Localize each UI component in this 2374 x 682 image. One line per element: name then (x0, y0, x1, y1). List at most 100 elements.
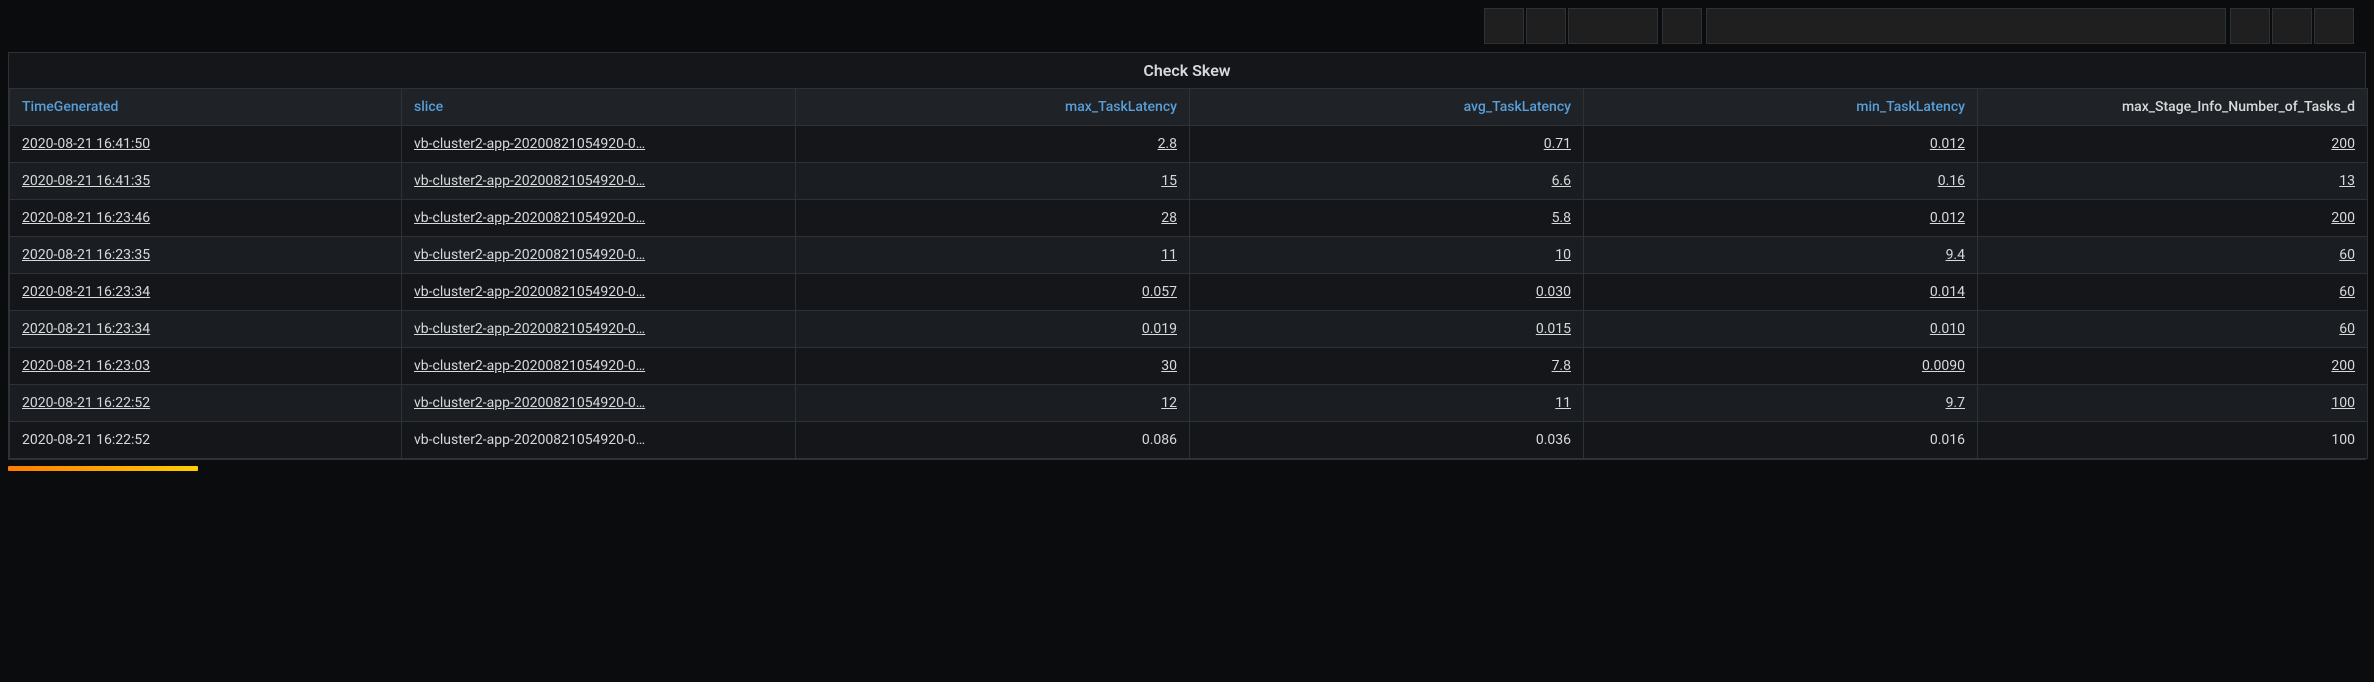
cell-value[interactable]: 2020-08-21 16:23:34 (22, 284, 150, 300)
cell-value[interactable]: 15 (1161, 173, 1177, 189)
cell-max_Stage_Info_Number_of_Tasks_d[interactable]: 200 (1978, 126, 2368, 163)
cell-max_Stage_Info_Number_of_Tasks_d[interactable]: 200 (1978, 200, 2368, 237)
cell-max_Stage_Info_Number_of_Tasks_d[interactable]: 200 (1978, 348, 2368, 385)
cell-value[interactable]: 60 (2339, 247, 2355, 263)
cell-slice[interactable]: vb-cluster2-app-20200821054920-0… (402, 311, 796, 348)
cell-value[interactable]: 200 (2331, 136, 2355, 152)
cell-value[interactable]: 0.057 (1142, 284, 1177, 300)
cell-avg_TaskLatency[interactable]: 11 (1190, 385, 1584, 422)
toolbar-button-refresh-dropdown[interactable] (2314, 8, 2354, 44)
col-header-min-tasklatency[interactable]: min_TaskLatency (1584, 89, 1978, 126)
cell-value[interactable]: 0.019 (1142, 321, 1177, 337)
cell-avg_TaskLatency[interactable]: 0.015 (1190, 311, 1584, 348)
cell-value[interactable]: 11 (1161, 247, 1177, 263)
cell-value[interactable]: vb-cluster2-app-20200821054920-0… (414, 136, 645, 152)
cell-slice[interactable]: vb-cluster2-app-20200821054920-0… (402, 385, 796, 422)
cell-value[interactable]: 60 (2339, 284, 2355, 300)
cell-max_Stage_Info_Number_of_Tasks_d[interactable]: 60 (1978, 237, 2368, 274)
cell-value[interactable]: 7.8 (1552, 358, 1571, 374)
cell-value[interactable]: 2020-08-21 16:22:52 (22, 395, 150, 411)
cell-value[interactable]: 6.6 (1552, 173, 1571, 189)
cell-value[interactable]: 2.8 (1158, 136, 1177, 152)
cell-value[interactable]: 0.030 (1536, 284, 1571, 300)
cell-slice[interactable]: vb-cluster2-app-20200821054920-0… (402, 348, 796, 385)
toolbar-button-3[interactable] (1568, 8, 1658, 44)
cell-value[interactable]: 5.8 (1552, 210, 1571, 226)
cell-value[interactable]: 10 (1555, 247, 1571, 263)
toolbar-button-1[interactable] (1484, 8, 1524, 44)
cell-TimeGenerated[interactable]: 2020-08-21 16:23:35 (10, 237, 402, 274)
cell-avg_TaskLatency[interactable]: 0.030 (1190, 274, 1584, 311)
cell-value[interactable]: vb-cluster2-app-20200821054920-0… (414, 321, 645, 337)
cell-avg_TaskLatency[interactable]: 6.6 (1190, 163, 1584, 200)
cell-value[interactable]: 200 (2331, 358, 2355, 374)
cell-slice[interactable]: vb-cluster2-app-20200821054920-0… (402, 200, 796, 237)
cell-value[interactable]: 0.014 (1930, 284, 1965, 300)
cell-TimeGenerated[interactable]: 2020-08-21 16:41:35 (10, 163, 402, 200)
cell-avg_TaskLatency[interactable]: 0.71 (1190, 126, 1584, 163)
cell-max_TaskLatency[interactable]: 11 (796, 237, 1190, 274)
cell-value[interactable]: 2020-08-21 16:23:35 (22, 247, 150, 263)
cell-value[interactable]: 2020-08-21 16:41:50 (22, 136, 150, 152)
cell-value[interactable]: 12 (1161, 395, 1177, 411)
cell-slice[interactable]: vb-cluster2-app-20200821054920-0… (402, 237, 796, 274)
cell-min_TaskLatency[interactable]: 9.4 (1584, 237, 1978, 274)
cell-max_TaskLatency[interactable]: 28 (796, 200, 1190, 237)
toolbar-button-zoom-out[interactable] (2230, 8, 2270, 44)
cell-max_Stage_Info_Number_of_Tasks_d[interactable]: 60 (1978, 274, 2368, 311)
cell-max_TaskLatency[interactable]: 0.019 (796, 311, 1190, 348)
cell-min_TaskLatency[interactable]: 0.0090 (1584, 348, 1978, 385)
cell-TimeGenerated[interactable]: 2020-08-21 16:23:34 (10, 311, 402, 348)
cell-value[interactable]: 11 (1555, 395, 1571, 411)
cell-value[interactable]: 100 (2331, 395, 2355, 411)
cell-value[interactable]: vb-cluster2-app-20200821054920-0… (414, 247, 645, 263)
cell-value[interactable]: 0.012 (1930, 136, 1965, 152)
col-header-max-tasklatency[interactable]: max_TaskLatency (796, 89, 1190, 126)
toolbar-button-2[interactable] (1526, 8, 1566, 44)
cell-value[interactable]: 9.4 (1946, 247, 1965, 263)
cell-value[interactable]: vb-cluster2-app-20200821054920-0… (414, 395, 645, 411)
time-range-picker[interactable] (1706, 8, 2226, 44)
cell-slice[interactable]: vb-cluster2-app-20200821054920-0… (402, 274, 796, 311)
cell-slice[interactable]: vb-cluster2-app-20200821054920-0… (402, 163, 796, 200)
cell-max_TaskLatency[interactable]: 30 (796, 348, 1190, 385)
col-header-timegenerated[interactable]: TimeGenerated (10, 89, 402, 126)
cell-value[interactable]: vb-cluster2-app-20200821054920-0… (414, 358, 645, 374)
cell-max_Stage_Info_Number_of_Tasks_d[interactable]: 60 (1978, 311, 2368, 348)
cell-max_TaskLatency[interactable]: 15 (796, 163, 1190, 200)
cell-TimeGenerated[interactable]: 2020-08-21 16:23:03 (10, 348, 402, 385)
cell-min_TaskLatency[interactable]: 0.16 (1584, 163, 1978, 200)
cell-max_Stage_Info_Number_of_Tasks_d[interactable]: 100 (1978, 385, 2368, 422)
cell-value[interactable]: 0.012 (1930, 210, 1965, 226)
cell-slice[interactable]: vb-cluster2-app-20200821054920-0… (402, 126, 796, 163)
cell-value[interactable]: 2020-08-21 16:23:03 (22, 358, 150, 374)
cell-min_TaskLatency[interactable]: 9.7 (1584, 385, 1978, 422)
cell-avg_TaskLatency[interactable]: 5.8 (1190, 200, 1584, 237)
toolbar-button-refresh[interactable] (2272, 8, 2312, 44)
cell-TimeGenerated[interactable]: 2020-08-21 16:23:34 (10, 274, 402, 311)
cell-value[interactable]: 13 (2339, 173, 2355, 189)
cell-min_TaskLatency[interactable]: 0.010 (1584, 311, 1978, 348)
col-header-avg-tasklatency[interactable]: avg_TaskLatency (1190, 89, 1584, 126)
cell-value[interactable]: 30 (1161, 358, 1177, 374)
cell-value[interactable]: vb-cluster2-app-20200821054920-0… (414, 173, 645, 189)
cell-avg_TaskLatency[interactable]: 7.8 (1190, 348, 1584, 385)
cell-value[interactable]: 28 (1161, 210, 1177, 226)
cell-value[interactable]: vb-cluster2-app-20200821054920-0… (414, 284, 645, 300)
cell-value[interactable]: 200 (2331, 210, 2355, 226)
cell-TimeGenerated[interactable]: 2020-08-21 16:22:52 (10, 385, 402, 422)
cell-value[interactable]: 0.010 (1930, 321, 1965, 337)
col-header-slice[interactable]: slice (402, 89, 796, 126)
cell-value[interactable]: 0.015 (1536, 321, 1571, 337)
cell-value[interactable]: 0.16 (1938, 173, 1965, 189)
cell-value[interactable]: 2020-08-21 16:41:35 (22, 173, 150, 189)
cell-max_Stage_Info_Number_of_Tasks_d[interactable]: 13 (1978, 163, 2368, 200)
cell-TimeGenerated[interactable]: 2020-08-21 16:23:46 (10, 200, 402, 237)
cell-max_TaskLatency[interactable]: 2.8 (796, 126, 1190, 163)
cell-value[interactable]: 2020-08-21 16:23:34 (22, 321, 150, 337)
cell-max_TaskLatency[interactable]: 12 (796, 385, 1190, 422)
cell-value[interactable]: vb-cluster2-app-20200821054920-0… (414, 210, 645, 226)
col-header-max-stage-tasks[interactable]: max_Stage_Info_Number_of_Tasks_d (1978, 89, 2368, 126)
cell-avg_TaskLatency[interactable]: 10 (1190, 237, 1584, 274)
cell-max_TaskLatency[interactable]: 0.057 (796, 274, 1190, 311)
